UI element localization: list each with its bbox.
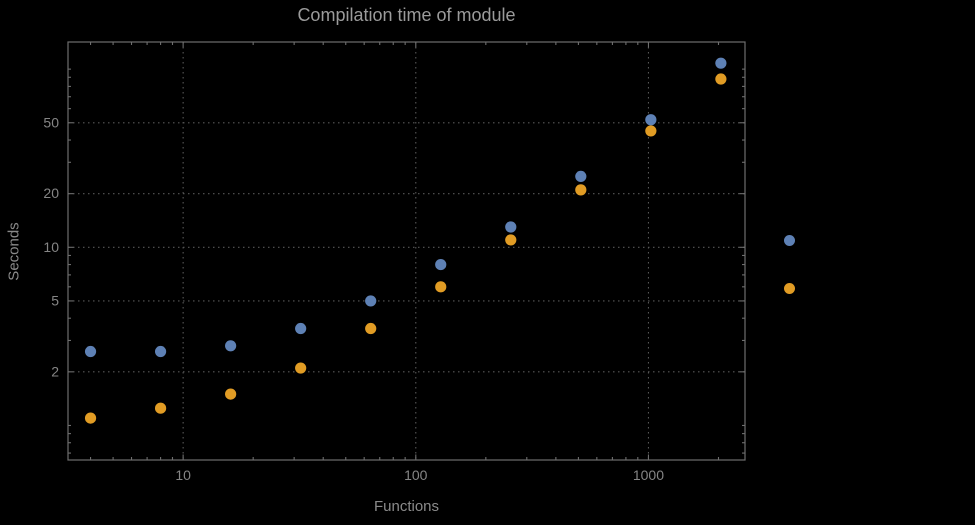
x-tick-label: 10 xyxy=(175,467,191,483)
data-point-orange xyxy=(645,125,657,137)
data-point-blue xyxy=(84,345,97,358)
data-point-orange xyxy=(365,322,377,335)
y-tick-label: 10 xyxy=(43,239,59,255)
data-point-blue xyxy=(505,221,517,233)
data-point-blue xyxy=(435,258,447,271)
data-point-orange xyxy=(84,412,97,424)
data-point-blue xyxy=(225,340,237,352)
y-tick-label: 50 xyxy=(43,114,59,130)
y-axis-label: Seconds xyxy=(5,222,23,281)
data-point-blue xyxy=(575,170,587,183)
y-tick-label: 5 xyxy=(51,292,59,308)
data-point-orange xyxy=(225,388,237,400)
data-point-blue xyxy=(295,322,307,335)
data-point-orange xyxy=(435,281,447,293)
data-point-blue xyxy=(715,57,727,69)
x-tick-label: 1000 xyxy=(633,467,664,483)
data-point-orange xyxy=(295,362,307,374)
data-point-orange xyxy=(505,234,517,246)
data-point-orange xyxy=(715,73,727,85)
legend-marker-series-orange xyxy=(784,283,795,294)
legend-marker-series-blue xyxy=(784,235,795,246)
x-tick-label: 100 xyxy=(404,467,428,483)
data-point-blue xyxy=(154,345,167,358)
data-point-blue xyxy=(365,295,377,307)
x-axis-label: Functions xyxy=(373,498,440,515)
plot-frame xyxy=(67,41,746,461)
data-point-blue xyxy=(645,114,657,126)
data-point-orange xyxy=(154,402,167,414)
chart-title: Compilation time of module xyxy=(297,5,516,25)
data-point-orange xyxy=(575,184,587,196)
y-tick-label: 2 xyxy=(51,363,59,379)
y-tick-label: 20 xyxy=(43,185,59,201)
